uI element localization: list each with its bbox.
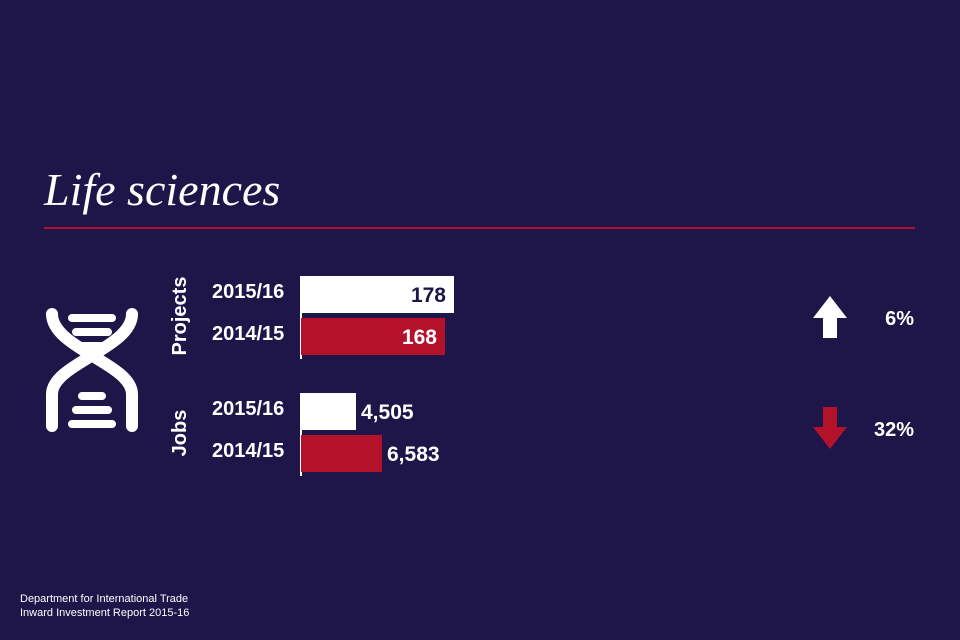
bar-value-label: 168 [401, 326, 437, 349]
footer-department: Department for International Trade [20, 593, 189, 605]
arrow-down-icon [813, 407, 847, 449]
year-label: 2014/15 [212, 440, 285, 462]
change-value-projects: 6% [885, 308, 914, 330]
axis-line-jobs [300, 393, 302, 476]
bar-value-label: 6,583 [387, 443, 440, 466]
bar-value-label: 178 [410, 284, 446, 307]
title-divider [44, 227, 915, 229]
page-title: Life sciences [44, 164, 281, 215]
footer: Department for International Trade Inwar… [20, 592, 189, 620]
group-label-jobs: Jobs [169, 409, 191, 457]
bar-value-label: 4,505 [361, 401, 414, 424]
group-label-projects: Projects [169, 276, 191, 356]
arrow-up-icon [813, 296, 847, 338]
bar-projects-2014-15 [301, 318, 445, 355]
axis-line-projects [300, 276, 302, 359]
year-label: 2015/16 [212, 398, 285, 420]
footer-report: Inward Investment Report 2015-16 [20, 607, 190, 619]
year-label: 2015/16 [212, 281, 285, 303]
change-value-jobs: 32% [873, 419, 914, 441]
bar-jobs-2015-16 [301, 393, 356, 430]
year-label: 2014/15 [212, 323, 285, 345]
bar-projects-2015-16 [301, 276, 454, 313]
bar-jobs-2014-15 [301, 435, 382, 472]
dna-icon [46, 308, 138, 432]
